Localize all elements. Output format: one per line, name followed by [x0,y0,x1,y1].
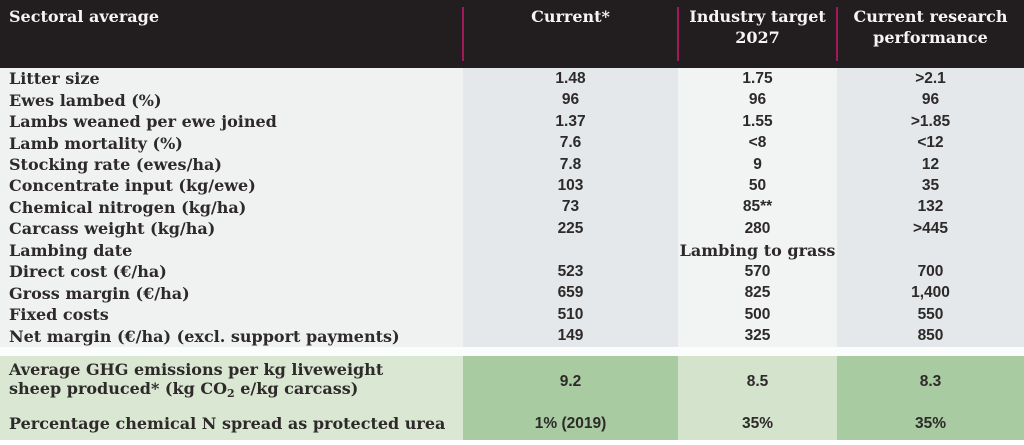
value-target: <8 [678,132,837,154]
section-divider-strip [0,346,1024,356]
value-research: 35% [837,407,1024,440]
value-research: >2.1 [837,68,1024,90]
value-research: 132 [837,196,1024,219]
value-current: 96 [463,89,678,111]
table-row-lambing-date: Lambing date Lambing to grass [0,239,1024,262]
value-research: 35 [837,175,1024,197]
header-divider [836,7,838,61]
table-row-protected-urea: Percentage chemical N spread as protecte… [0,407,1024,440]
table-row: Litter size 1.48 1.75 >2.1 [0,68,1024,90]
row-label: Stocking rate (ewes/ha) [0,153,463,176]
table-row: Concentrate input (kg/ewe) 103 50 35 [0,175,1024,197]
row-label: Lamb mortality (%) [0,132,463,154]
header-col-research: Current research performance [836,0,1024,68]
value-research: 8.3 [837,355,1024,408]
value-target: 50 [678,175,837,197]
row-label: Direct cost (€/ha) [0,261,463,283]
ghg-label-line2: sheep produced* (kg CO2 e/kg carcass) [9,379,359,401]
value-target: 570 [678,261,837,283]
value-target: 280 [678,218,837,240]
header-divider [677,7,679,61]
table-row: Fixed costs 510 500 550 [0,303,1024,326]
row-label: Concentrate input (kg/ewe) [0,175,463,197]
value-target: 325 [678,325,837,347]
value-target: 85** [678,196,837,219]
table-row: Direct cost (€/ha) 523 570 700 [0,261,1024,283]
header-col-target: Industry target 2027 [677,0,837,68]
row-label: Net margin (€/ha) (excl. support payment… [0,325,463,347]
value-target: 35% [678,407,837,440]
row-label: Fixed costs [0,303,463,326]
table-row-ghg-emissions: Average GHG emissions per kg liveweight … [0,355,1024,408]
value-target: 8.5 [678,355,837,408]
value-target: Lambing to grass [678,239,837,262]
value-current: 1.37 [463,110,678,133]
header-col-current: Current* [462,0,678,68]
value-current [463,239,678,262]
value-research: <12 [837,132,1024,154]
header-col-target-label: Industry target 2027 [689,7,826,47]
row-label: Litter size [0,68,463,90]
value-target: 9 [678,153,837,176]
value-current: 7.8 [463,153,678,176]
value-research [837,239,1024,262]
value-current: 523 [463,261,678,283]
value-target: 1.55 [678,110,837,133]
value-target: 1.75 [678,68,837,90]
value-target: 825 [678,282,837,304]
value-research: 550 [837,303,1024,326]
table-row: Lambs weaned per ewe joined 1.37 1.55 >1… [0,110,1024,133]
value-current: 1% (2019) [463,407,678,440]
table-row: Carcass weight (kg/ha) 225 280 >445 [0,218,1024,240]
row-label: Chemical nitrogen (kg/ha) [0,196,463,219]
table-row: Gross margin (€/ha) 659 825 1,400 [0,282,1024,304]
value-current: 510 [463,303,678,326]
value-research: 1,400 [837,282,1024,304]
header-row-label: Sectoral average [9,7,159,26]
header-divider [462,7,464,61]
table-row: Chemical nitrogen (kg/ha) 73 85** 132 [0,196,1024,219]
bottom-margin-strip [0,439,1024,445]
table-header-row: Sectoral average Current* Industry targe… [0,0,1024,68]
ghg-label-line1: Average GHG emissions per kg liveweight [9,360,384,380]
value-current: 659 [463,282,678,304]
header-col-research-label: Current research performance [853,7,1008,47]
table-row: Ewes lambed (%) 96 96 96 [0,89,1024,111]
value-research: >445 [837,218,1024,240]
table-row: Stocking rate (ewes/ha) 7.8 9 12 [0,153,1024,176]
value-current: 149 [463,325,678,347]
value-current: 225 [463,218,678,240]
row-label: Ewes lambed (%) [0,89,463,111]
value-target: 96 [678,89,837,111]
row-label: Average GHG emissions per kg liveweight … [0,355,463,408]
value-current: 103 [463,175,678,197]
value-current: 9.2 [463,355,678,408]
value-current: 1.48 [463,68,678,90]
row-label: Gross margin (€/ha) [0,282,463,304]
value-research: 12 [837,153,1024,176]
table-row: Lamb mortality (%) 7.6 <8 <12 [0,132,1024,154]
row-label: Lambs weaned per ewe joined [0,110,463,133]
table-row: Net margin (€/ha) (excl. support payment… [0,325,1024,347]
header-col-current-label: Current* [531,7,610,26]
value-research: 850 [837,325,1024,347]
value-research: >1.85 [837,110,1024,133]
value-current: 7.6 [463,132,678,154]
row-label: Lambing date [0,239,463,262]
value-current: 73 [463,196,678,219]
value-target: 500 [678,303,837,326]
co2-subscript: 2 [227,387,235,401]
row-label: Percentage chemical N spread as protecte… [0,407,463,440]
row-label: Carcass weight (kg/ha) [0,218,463,240]
value-research: 96 [837,89,1024,111]
value-research: 700 [837,261,1024,283]
